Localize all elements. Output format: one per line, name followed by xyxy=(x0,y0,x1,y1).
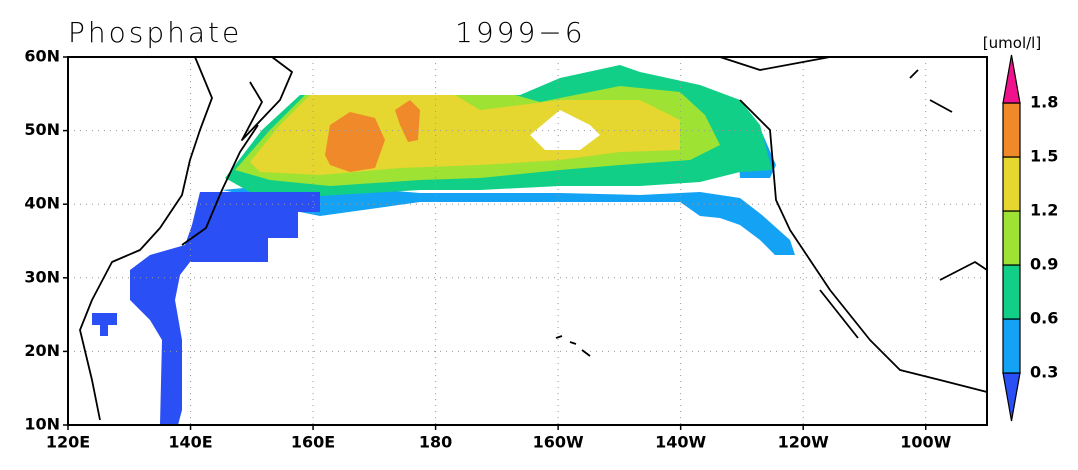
lat-label: 30N xyxy=(24,267,60,286)
colorbar-box xyxy=(1002,318,1021,374)
unit-label: [umol/l] xyxy=(983,34,1041,52)
colorbar-label: 0.3 xyxy=(1030,363,1058,382)
colorbar-label: 1.5 xyxy=(1030,147,1058,166)
colorbar-label: 0.9 xyxy=(1030,255,1058,274)
map-frame xyxy=(67,56,988,426)
phosphate-field xyxy=(92,65,795,425)
colorbar-end xyxy=(1002,54,1021,104)
lon-label: 120E xyxy=(46,433,90,452)
field-region xyxy=(325,112,385,172)
axis-labels: 120E 140E 160E 180 160W 140W 120W 100W 60N 50N 40N… xyxy=(24,47,951,452)
coastline xyxy=(819,69,988,339)
lon-label: 180 xyxy=(419,433,452,452)
lon-label: 160E xyxy=(291,433,335,452)
map-title: Phosphate xyxy=(68,16,242,49)
lon-label: 140E xyxy=(168,433,212,452)
lon-label: 140W xyxy=(655,433,706,452)
coastline xyxy=(719,56,988,393)
lon-label: 160W xyxy=(533,433,584,452)
map-date: 1999−6 xyxy=(455,16,586,49)
colorbar: 0.3 0.6 0.9 1.2 1.5 1.8 xyxy=(1002,54,1058,422)
field-region xyxy=(92,313,117,336)
field-gap xyxy=(530,110,600,150)
lat-label: 40N xyxy=(24,194,60,213)
coastline xyxy=(181,124,259,246)
coastline xyxy=(79,56,213,421)
lat-label: 60N xyxy=(24,47,60,66)
colorbar-box xyxy=(1002,210,1021,266)
field-region xyxy=(395,100,420,142)
lon-label: 100W xyxy=(900,433,951,452)
lat-label: 50N xyxy=(24,120,60,139)
colorbar-label: 1.8 xyxy=(1030,93,1058,112)
lat-label: 10N xyxy=(24,415,60,434)
colorbar-box xyxy=(1002,264,1021,320)
coastline xyxy=(241,56,293,141)
lon-label: 120W xyxy=(778,433,829,452)
colorbar-label: 1.2 xyxy=(1030,201,1058,220)
colorbar-label: 0.6 xyxy=(1030,309,1058,328)
field-region xyxy=(130,192,320,425)
field-region xyxy=(222,183,795,255)
coastline xyxy=(555,335,591,357)
lat-label: 20N xyxy=(24,341,60,360)
coastlines xyxy=(79,56,988,421)
colorbar-box xyxy=(1002,102,1021,158)
colorbar-box xyxy=(1002,156,1021,212)
colorbar-end xyxy=(1002,372,1021,422)
